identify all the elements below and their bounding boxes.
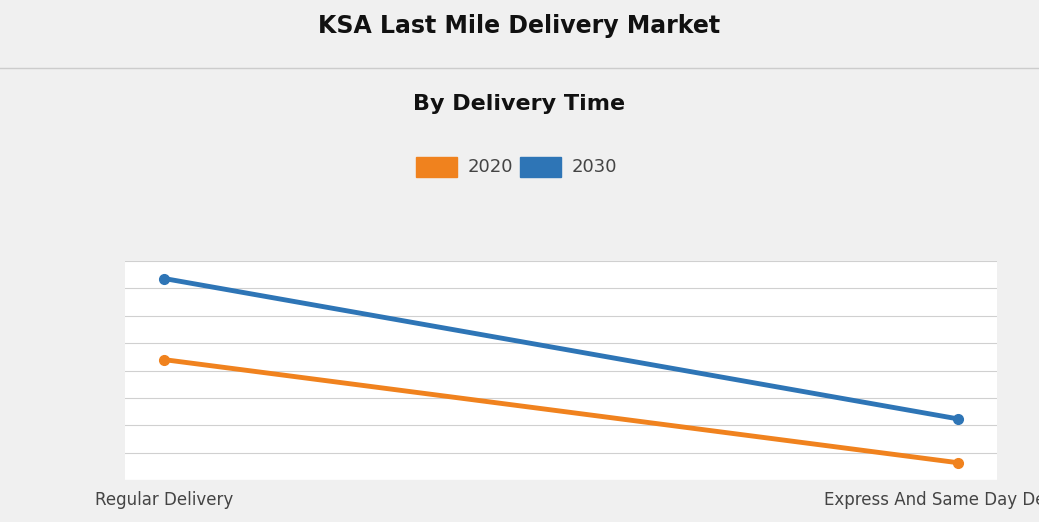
Text: 2020: 2020 <box>468 158 513 176</box>
Text: KSA Last Mile Delivery Market: KSA Last Mile Delivery Market <box>318 14 721 38</box>
Text: By Delivery Time: By Delivery Time <box>414 94 625 114</box>
Text: 2030: 2030 <box>571 158 617 176</box>
